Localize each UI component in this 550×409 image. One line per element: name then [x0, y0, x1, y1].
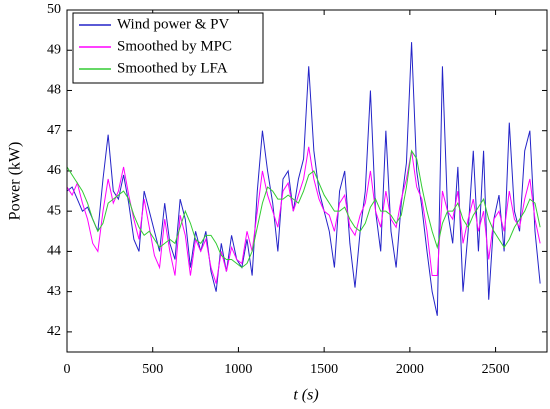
y-tick-label: 42 — [47, 324, 61, 339]
y-tick-label: 50 — [47, 2, 61, 17]
y-tick-label: 48 — [47, 83, 61, 98]
series-line — [66, 149, 541, 269]
x-axis-label: t (s) — [293, 387, 318, 404]
legend-label: Smoothed by LFA — [117, 60, 228, 76]
x-tick-label: 2000 — [396, 362, 424, 377]
legend-label: Wind power & PV — [117, 16, 229, 32]
x-tick-label: 1500 — [310, 362, 338, 377]
y-axis-label: Power (kW) — [7, 142, 24, 221]
x-tick-label: 0 — [64, 362, 71, 377]
x-tick-label: 1000 — [224, 362, 252, 377]
x-tick-label: 2500 — [482, 362, 510, 377]
y-tick-label: 44 — [47, 244, 61, 259]
legend: Wind power & PV Smoothed by MPC Smoothed b… — [72, 12, 264, 84]
series-line — [66, 146, 541, 284]
x-tick-label: 500 — [142, 362, 163, 377]
y-tick-label: 49 — [47, 42, 61, 57]
y-tick-label: 45 — [47, 203, 61, 218]
y-tick-label: 46 — [47, 163, 61, 178]
y-tick-label: 47 — [47, 123, 61, 138]
y-tick-label: 43 — [47, 284, 61, 299]
plot-frame — [66, 9, 548, 353]
legend-label: Smoothed by MPC — [117, 38, 232, 54]
series-line — [66, 42, 541, 316]
